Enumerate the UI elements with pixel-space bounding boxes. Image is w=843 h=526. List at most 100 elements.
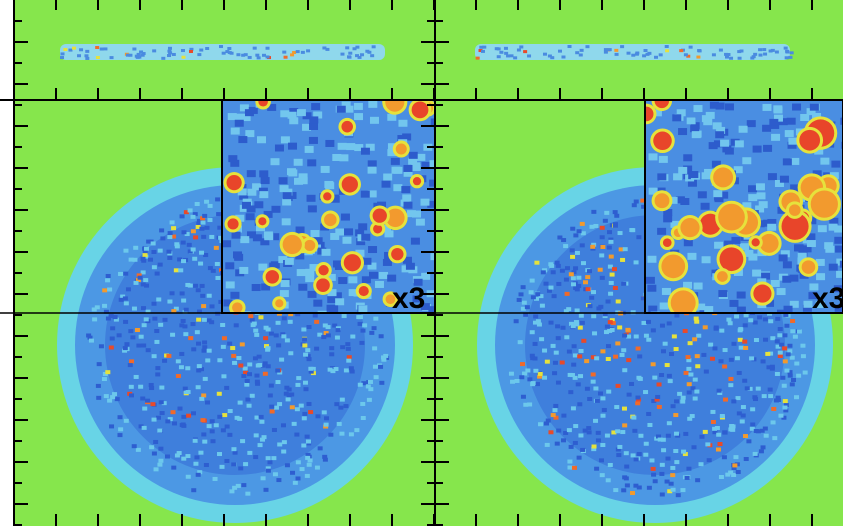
pixel bbox=[694, 390, 699, 394]
pixel bbox=[613, 286, 618, 290]
inset-pixel bbox=[725, 103, 734, 110]
inset-pixel bbox=[338, 277, 347, 284]
pixel bbox=[616, 453, 621, 457]
pixel bbox=[198, 262, 203, 266]
pixel bbox=[652, 376, 657, 380]
pixel bbox=[202, 345, 207, 349]
inset-pixel bbox=[228, 113, 237, 120]
pixel bbox=[303, 353, 308, 357]
pixel bbox=[124, 419, 129, 423]
pixel bbox=[314, 320, 319, 324]
pixel bbox=[157, 429, 162, 433]
pixel bbox=[774, 398, 779, 402]
pixel bbox=[575, 287, 580, 291]
pixel bbox=[673, 413, 678, 417]
inset-pixel bbox=[779, 254, 788, 261]
pixel bbox=[613, 210, 618, 214]
strip-speck bbox=[347, 55, 351, 58]
pixel bbox=[596, 438, 601, 442]
pixel bbox=[279, 358, 284, 362]
pixel bbox=[244, 383, 249, 387]
pixel bbox=[253, 329, 258, 333]
pixel bbox=[598, 305, 603, 309]
pixel bbox=[570, 248, 575, 252]
inset-spot bbox=[720, 247, 744, 271]
pixel bbox=[288, 320, 293, 324]
pixel bbox=[205, 358, 210, 362]
strip-speck bbox=[506, 54, 510, 57]
pixel bbox=[576, 382, 581, 386]
inset-pixel bbox=[737, 292, 746, 299]
inset-pixel bbox=[720, 140, 729, 147]
strip-speck bbox=[684, 53, 688, 56]
pixel bbox=[160, 236, 165, 240]
pixel bbox=[339, 432, 344, 436]
pixel bbox=[210, 419, 215, 423]
pixel bbox=[668, 379, 673, 383]
strip-speck bbox=[199, 49, 203, 52]
pixel bbox=[728, 383, 733, 387]
pixel bbox=[205, 401, 210, 405]
inset-pixel bbox=[341, 214, 350, 221]
inset-pixel bbox=[275, 144, 284, 151]
pixel bbox=[259, 415, 264, 419]
inset-pixel bbox=[649, 153, 658, 160]
pixel bbox=[761, 359, 766, 363]
strip-speck bbox=[725, 56, 729, 59]
pixel bbox=[302, 412, 307, 416]
inset-spot bbox=[341, 121, 353, 133]
pixel bbox=[296, 476, 301, 480]
pixel bbox=[141, 343, 146, 347]
pixel bbox=[210, 429, 215, 433]
pixel bbox=[178, 268, 183, 272]
inset-spot bbox=[799, 130, 820, 151]
inset-pixel bbox=[647, 256, 656, 263]
pixel bbox=[373, 317, 378, 321]
inset-pixel bbox=[771, 134, 780, 141]
pixel bbox=[165, 419, 170, 423]
pixel bbox=[616, 384, 621, 388]
pixel bbox=[303, 387, 308, 391]
pixel bbox=[729, 358, 734, 362]
pixel bbox=[540, 304, 545, 308]
pixel bbox=[719, 329, 724, 333]
pixel bbox=[295, 383, 300, 387]
inset-pixel bbox=[235, 120, 244, 127]
pixel bbox=[687, 390, 692, 394]
pixel bbox=[333, 367, 338, 371]
inset-spot bbox=[359, 286, 369, 296]
pixel bbox=[237, 417, 242, 421]
inset-pixel bbox=[701, 203, 710, 210]
pixel bbox=[608, 292, 613, 296]
pixel bbox=[680, 400, 685, 404]
pixel bbox=[269, 384, 274, 388]
pixel bbox=[202, 340, 207, 344]
pixel bbox=[347, 355, 352, 359]
pixel bbox=[788, 374, 793, 378]
pixel bbox=[561, 414, 566, 418]
strip-speck bbox=[322, 46, 326, 49]
pixel bbox=[627, 393, 632, 397]
pixel bbox=[217, 358, 222, 362]
pixel bbox=[790, 329, 795, 333]
pixel bbox=[580, 448, 585, 452]
strip-speck bbox=[543, 53, 547, 56]
pixel bbox=[742, 379, 747, 383]
pixel bbox=[350, 335, 355, 339]
pixel bbox=[692, 337, 697, 341]
pixel bbox=[565, 266, 570, 270]
pixel bbox=[374, 375, 379, 379]
inset-pixel bbox=[368, 246, 377, 253]
pixel bbox=[194, 455, 199, 459]
pixel bbox=[661, 448, 666, 452]
strip-speck bbox=[499, 51, 503, 54]
pixel bbox=[322, 410, 327, 414]
pixel bbox=[179, 352, 184, 356]
pixel bbox=[196, 318, 201, 322]
pixel bbox=[358, 383, 363, 387]
pixel bbox=[141, 282, 146, 286]
strip-speck bbox=[523, 50, 527, 53]
inset-pixel bbox=[348, 276, 357, 283]
pixel bbox=[704, 370, 709, 374]
pixel bbox=[360, 329, 365, 333]
